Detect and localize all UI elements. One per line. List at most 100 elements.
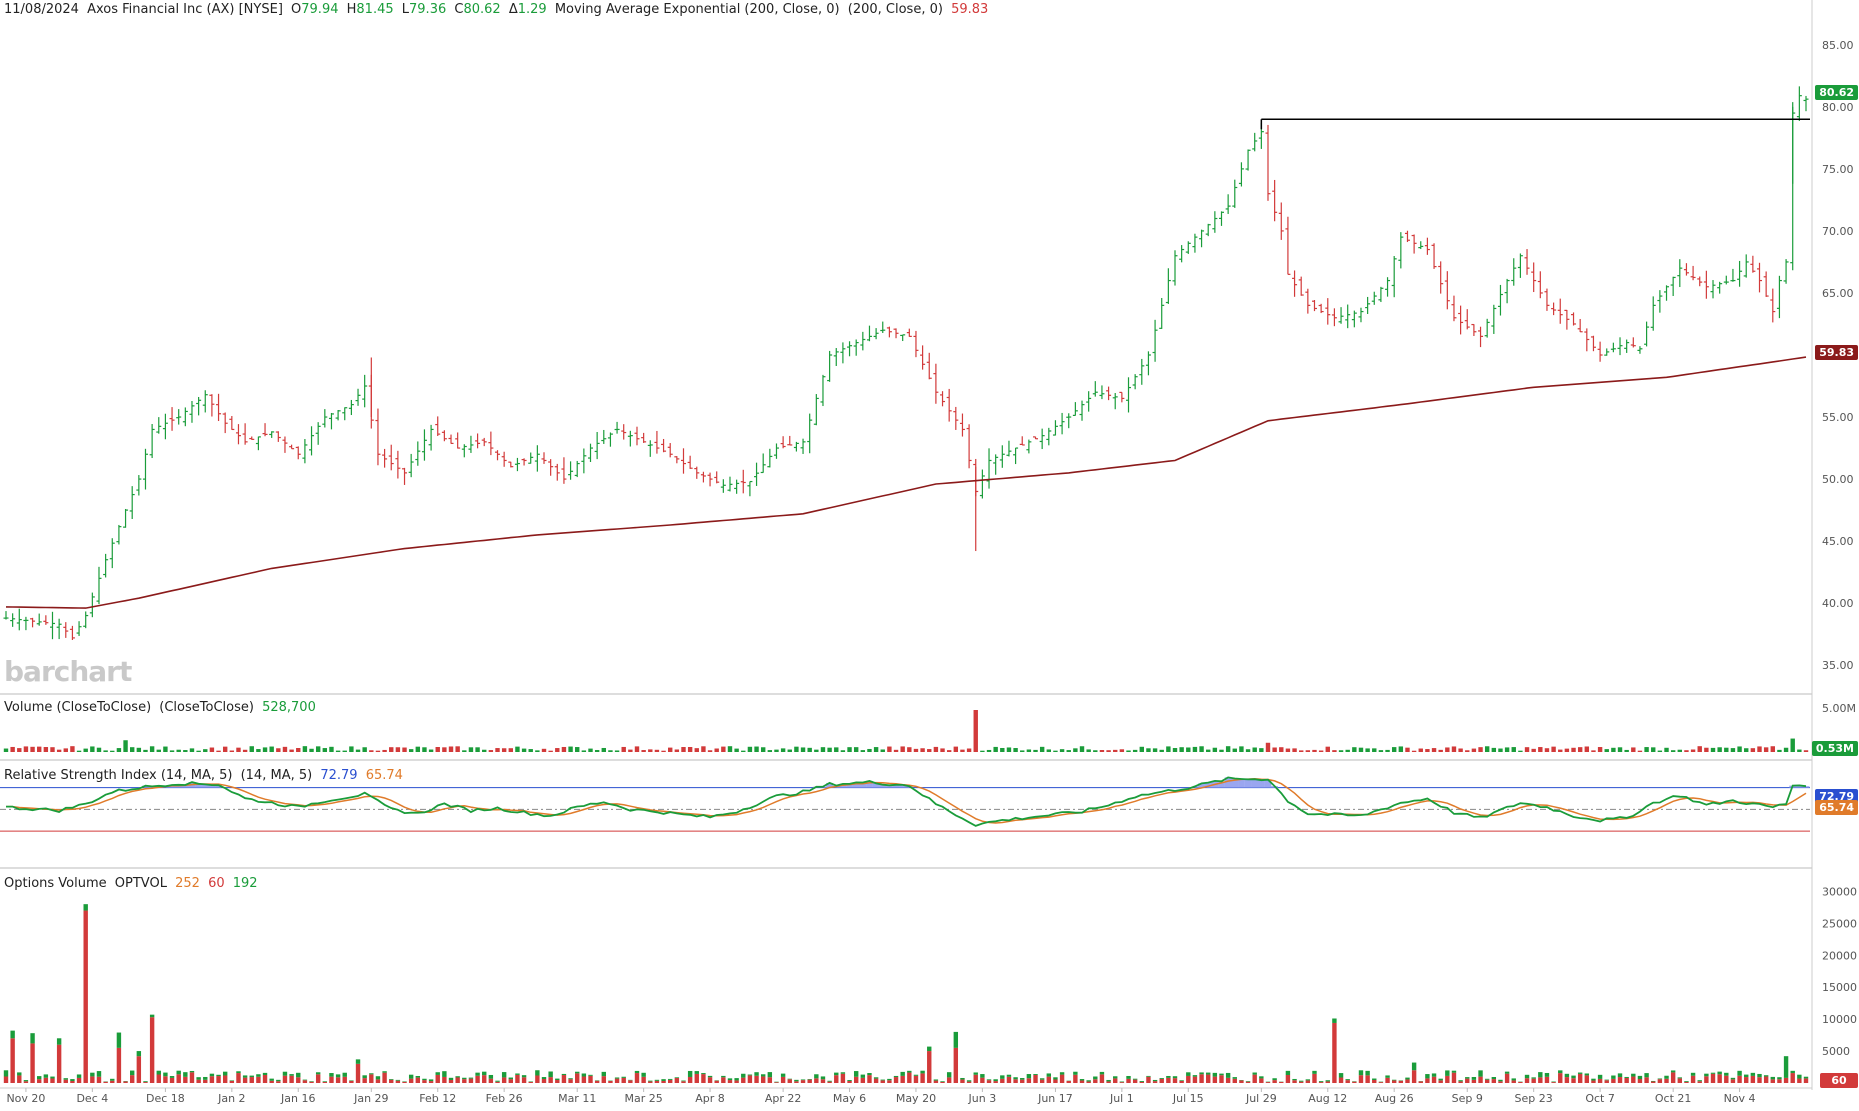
options-bar-put xyxy=(754,1075,759,1083)
volume-bar xyxy=(900,746,905,752)
options-bar-put xyxy=(163,1076,168,1083)
options-bar-put xyxy=(1617,1077,1623,1083)
volume-bar xyxy=(1325,746,1330,752)
time-tick-label: Jul 1 xyxy=(1109,1092,1134,1105)
options-bar-call xyxy=(1172,1076,1178,1079)
volume-bar xyxy=(1465,750,1470,752)
options-bar-put xyxy=(681,1081,686,1083)
options-bar-call xyxy=(1312,1070,1317,1074)
options-bar-put xyxy=(1126,1078,1131,1083)
options-bar-put xyxy=(834,1075,839,1083)
options-bar-call xyxy=(355,1059,361,1064)
volume-bar xyxy=(1644,747,1649,752)
options-bar-call xyxy=(1305,1079,1311,1081)
options-bar-call xyxy=(1465,1077,1470,1079)
options-bar-call xyxy=(1670,1070,1676,1073)
options-bar-put xyxy=(1192,1076,1198,1083)
volume-bar xyxy=(402,747,407,752)
volume-bar xyxy=(189,748,195,752)
options-bar-put xyxy=(1093,1079,1098,1083)
options-bar-put xyxy=(601,1076,606,1083)
volume-bar xyxy=(1604,749,1609,752)
options-bar-put xyxy=(1212,1076,1218,1083)
options-bar-put xyxy=(96,1076,102,1083)
volume-bar xyxy=(1132,749,1138,752)
options-bar-put xyxy=(721,1077,726,1083)
options-bar-call xyxy=(1504,1071,1510,1074)
volume-bar xyxy=(1391,747,1397,752)
options-bar-call xyxy=(873,1077,879,1079)
options-bar-call xyxy=(1259,1076,1264,1079)
volume-bar xyxy=(973,710,978,752)
volume-bar xyxy=(1378,750,1384,752)
volume-bar xyxy=(927,749,932,752)
volume-bar xyxy=(156,749,161,752)
options-bar-put xyxy=(807,1079,812,1083)
options-bar-put xyxy=(1445,1075,1450,1083)
volume-bar xyxy=(1405,747,1410,752)
options-bar-put xyxy=(1478,1076,1483,1083)
options-bar-call xyxy=(176,1070,181,1075)
volume-bar xyxy=(601,747,606,752)
options-bar-put xyxy=(1763,1076,1769,1083)
volume-bar xyxy=(110,750,115,752)
options-bar-call xyxy=(1750,1072,1756,1076)
options-bar-put xyxy=(422,1080,427,1083)
volume-bar xyxy=(1033,749,1038,752)
options-bar-call xyxy=(760,1074,766,1077)
options-bar-put xyxy=(1425,1078,1430,1083)
volume-bar xyxy=(575,747,580,752)
options-bar-put xyxy=(1225,1077,1231,1083)
options-bar-put xyxy=(648,1081,653,1083)
volume-bar xyxy=(648,749,653,752)
options-bar-put xyxy=(1504,1073,1510,1083)
options-bar-put xyxy=(1405,1079,1410,1083)
options-bar-call xyxy=(993,1079,998,1082)
options-bar-put xyxy=(1325,1081,1330,1083)
options-bar-put xyxy=(1564,1077,1570,1083)
options-bar-put xyxy=(1551,1082,1556,1083)
options-v3: 192 xyxy=(232,876,258,891)
time-tick-label: Oct 21 xyxy=(1655,1092,1692,1105)
time-tick-label: Sep 9 xyxy=(1452,1092,1483,1105)
volume-bar xyxy=(169,750,175,752)
options-bar-put xyxy=(1053,1079,1058,1083)
options-bar-call xyxy=(601,1071,606,1077)
volume-bar xyxy=(1571,747,1576,752)
options-bar-put xyxy=(1577,1073,1583,1083)
options-bar-put xyxy=(468,1078,474,1083)
options-bar-put xyxy=(727,1080,733,1083)
time-tick-label: Jan 16 xyxy=(280,1092,315,1105)
options-bar-put xyxy=(389,1079,394,1083)
volume-bar xyxy=(1670,750,1676,752)
options-bar-put xyxy=(110,1080,115,1083)
volume-bar xyxy=(1730,748,1736,752)
volume-bar xyxy=(1059,749,1065,752)
options-bar-call xyxy=(249,1075,254,1078)
options-bar-put xyxy=(575,1073,580,1083)
options-bar-call xyxy=(1737,1070,1742,1076)
options-bar-call xyxy=(1584,1073,1590,1076)
options-bar-call xyxy=(887,1078,892,1081)
options-bar-call xyxy=(1777,1077,1782,1080)
options-bar-put xyxy=(1531,1078,1536,1083)
time-tick-label: Jan 2 xyxy=(217,1092,245,1105)
options-bar-call xyxy=(448,1077,454,1080)
options-tick-label: 15000 xyxy=(1822,981,1857,994)
volume-bar xyxy=(535,750,540,752)
options-bar-call xyxy=(289,1074,294,1076)
options-bar-put xyxy=(488,1078,494,1083)
volume-bar xyxy=(1431,748,1437,752)
volume-label: Volume (CloseToClose) xyxy=(4,700,152,715)
options-bar-call xyxy=(1491,1077,1497,1080)
volume-bar xyxy=(1000,747,1005,752)
options-bar-call xyxy=(940,1081,945,1083)
options-bar-put xyxy=(1345,1080,1350,1083)
options-bar-call xyxy=(575,1071,580,1074)
options-bar-call xyxy=(1079,1079,1085,1081)
volume-bar xyxy=(1292,748,1297,752)
volume-bar xyxy=(1491,747,1497,752)
volume-bar xyxy=(229,750,235,752)
volume-bar xyxy=(1518,750,1523,752)
